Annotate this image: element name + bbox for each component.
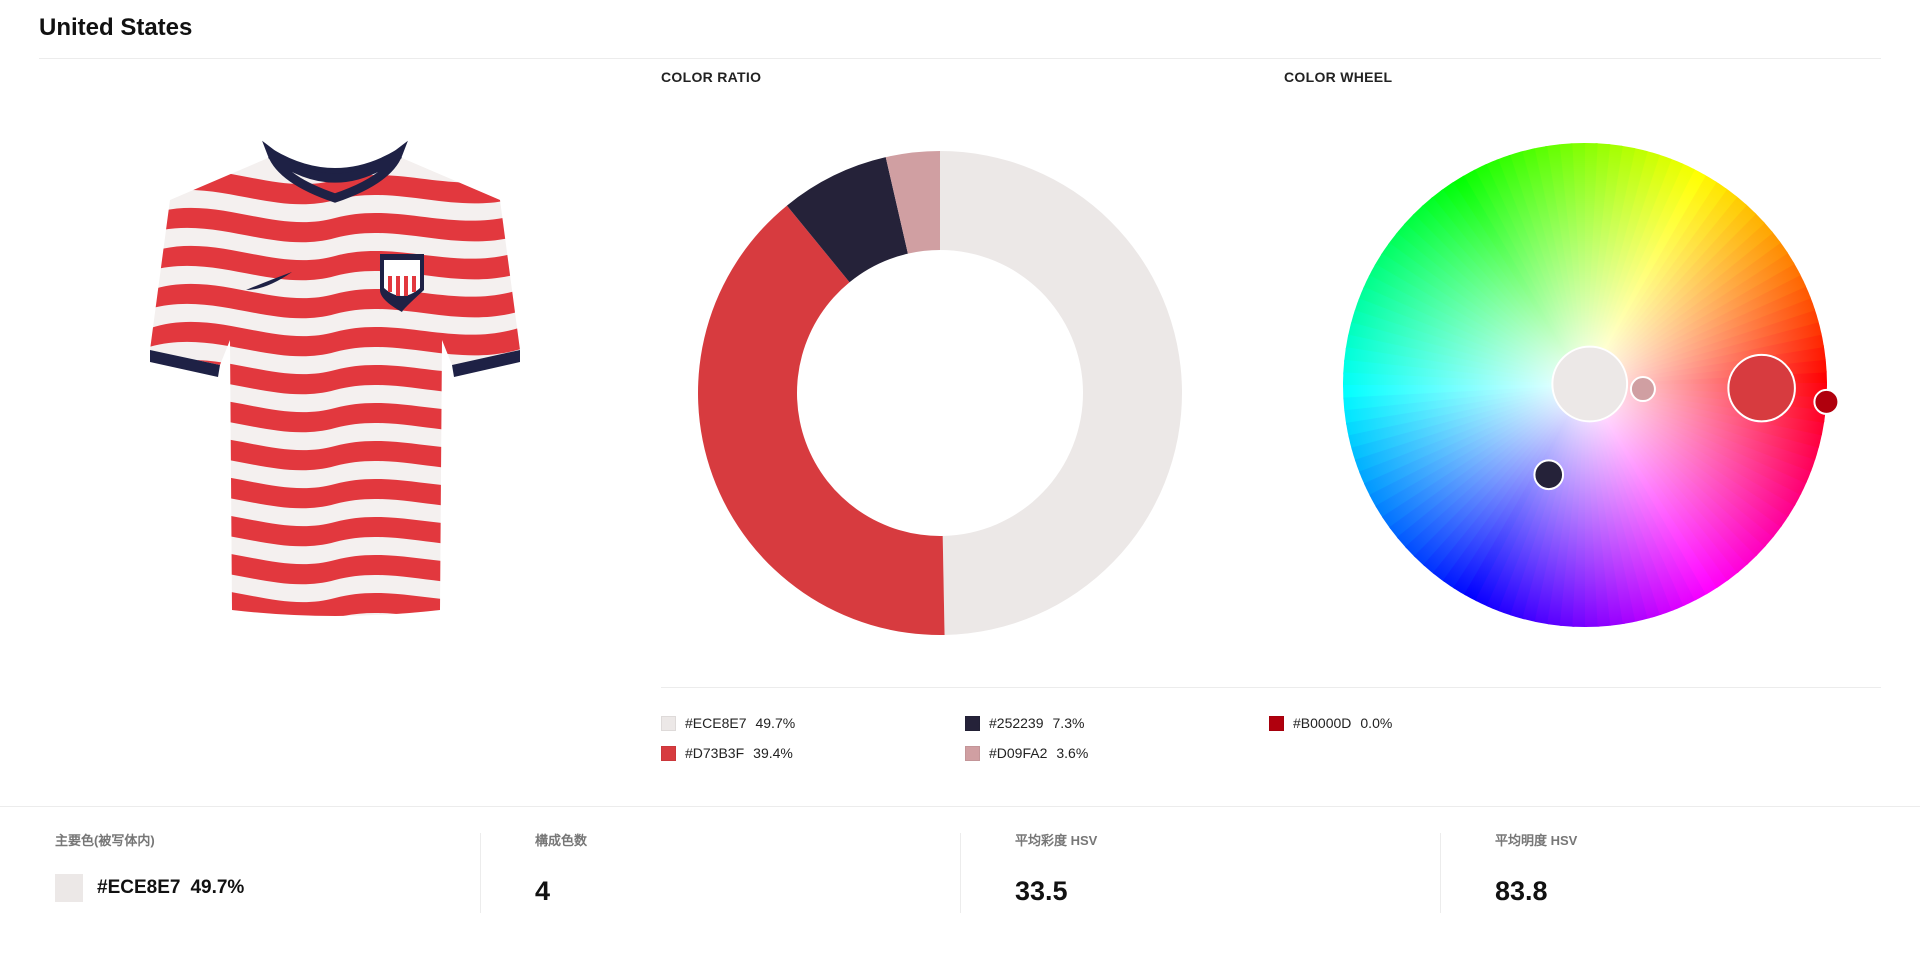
stat-label: 平均明度 HSV xyxy=(1495,833,1578,848)
color-wheel-chart xyxy=(1343,143,1840,627)
stat-label: 主要色(被写体内) xyxy=(55,833,155,848)
jersey-image xyxy=(150,140,520,616)
main-color-swatch xyxy=(55,874,83,902)
stat-main-color: 主要色(被写体内) #ECE8E7 49.7% xyxy=(0,807,480,963)
legend-item: #ECE8E7 49.7% xyxy=(661,708,965,738)
legend-item: #B0000D 0.0% xyxy=(1269,708,1573,738)
legend-hex: #D73B3F xyxy=(685,745,745,761)
stat-main-value: #ECE8E7 49.7% xyxy=(55,874,244,902)
jersey-stripe xyxy=(150,245,520,281)
legend-pct: 49.7% xyxy=(755,715,796,731)
color-ratio-donut-chart xyxy=(697,151,1183,635)
jersey-stripe xyxy=(150,283,520,319)
stat-value: 83.8 xyxy=(1495,876,1548,906)
wheel-color-point xyxy=(1813,388,1840,415)
legend-swatch xyxy=(965,715,980,731)
legend-hex: #B0000D xyxy=(1293,715,1352,731)
jersey-stripe xyxy=(150,473,520,509)
donut-slice xyxy=(786,157,908,283)
legend-pct: 3.6% xyxy=(1056,745,1089,761)
legend-swatch xyxy=(661,745,676,761)
legend-pct: 39.4% xyxy=(753,745,793,761)
legend-item: #D09FA2 3.6% xyxy=(965,738,1269,768)
stats-divider xyxy=(0,806,1920,807)
legend-hex: #252239 xyxy=(989,715,1044,731)
title-divider xyxy=(39,58,1881,59)
jersey-stripe xyxy=(150,435,520,471)
color-wheel-label: COLOR WHEEL xyxy=(1284,69,1393,85)
stat-value: 33.5 xyxy=(1015,876,1068,906)
legend-pct: 7.3% xyxy=(1052,715,1085,731)
jersey-stripe xyxy=(150,207,520,243)
jersey-stripe xyxy=(150,359,520,395)
jersey-stripe xyxy=(150,169,520,205)
legend-item: #D73B3F 39.4% xyxy=(661,738,965,768)
legend-swatch xyxy=(1269,715,1284,731)
legend-hex: #ECE8E7 xyxy=(685,715,747,731)
main-color-hex: #ECE8E7 xyxy=(97,877,181,898)
jersey-stripe xyxy=(150,549,520,585)
wheel-color-point xyxy=(1551,345,1629,423)
jersey-stripe xyxy=(150,397,520,433)
stat-avg-saturation: 平均彩度 HSV 33.5 xyxy=(960,807,1440,963)
wheel-color-point xyxy=(1629,376,1656,403)
color-legend: #ECE8E7 49.7% #D73B3F 39.4% #252239 7.3%… xyxy=(661,708,1581,778)
stat-component-count: 構成色数 4 xyxy=(480,807,960,963)
legend-item: #252239 7.3% xyxy=(965,708,1269,738)
stats-bar: 主要色(被写体内) #ECE8E7 49.7% 構成色数 4 平均彩度 HSV … xyxy=(0,807,1920,963)
color-ratio-label: COLOR RATIO xyxy=(661,69,762,85)
donut-slice xyxy=(940,151,1183,635)
jersey-stripe xyxy=(150,321,520,357)
wheel-color-point xyxy=(1727,353,1796,423)
stat-divider xyxy=(960,833,961,913)
stat-divider xyxy=(480,833,481,913)
legend-divider xyxy=(661,687,1881,688)
page-title: United States xyxy=(39,14,193,41)
donut-slice xyxy=(697,205,945,635)
legend-swatch xyxy=(661,715,676,731)
donut-slice xyxy=(885,151,940,254)
stat-avg-brightness: 平均明度 HSV 83.8 xyxy=(1440,807,1920,963)
jersey-stripe xyxy=(150,511,520,547)
legend-hex: #D09FA2 xyxy=(989,745,1048,761)
stat-value: 4 xyxy=(535,876,551,906)
stat-label: 平均彩度 HSV xyxy=(1015,833,1098,848)
wheel-color-point xyxy=(1533,459,1565,491)
main-color-pct: 49.7% xyxy=(190,877,245,898)
stat-label: 構成色数 xyxy=(535,833,588,848)
legend-swatch xyxy=(965,745,980,761)
legend-pct: 0.0% xyxy=(1360,715,1393,731)
stat-divider xyxy=(1440,833,1441,913)
